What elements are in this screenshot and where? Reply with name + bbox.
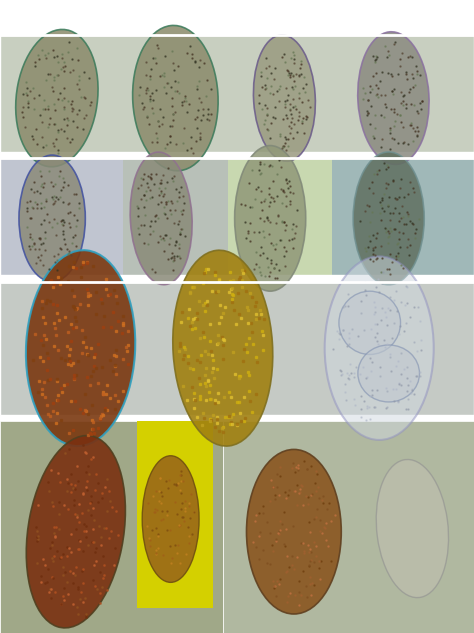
Ellipse shape: [325, 256, 434, 440]
Ellipse shape: [19, 155, 85, 282]
FancyBboxPatch shape: [0, 35, 474, 152]
FancyBboxPatch shape: [0, 282, 474, 415]
Ellipse shape: [26, 250, 135, 446]
Ellipse shape: [358, 345, 419, 402]
FancyBboxPatch shape: [123, 158, 228, 275]
Ellipse shape: [26, 436, 126, 628]
Ellipse shape: [246, 449, 341, 614]
FancyBboxPatch shape: [0, 421, 223, 633]
Ellipse shape: [339, 291, 401, 354]
Ellipse shape: [16, 29, 98, 167]
Ellipse shape: [173, 250, 273, 446]
Ellipse shape: [130, 152, 192, 285]
FancyBboxPatch shape: [223, 421, 474, 633]
FancyBboxPatch shape: [228, 158, 332, 275]
Ellipse shape: [358, 32, 429, 165]
Ellipse shape: [142, 456, 199, 582]
FancyBboxPatch shape: [137, 421, 213, 608]
Ellipse shape: [376, 460, 448, 598]
Ellipse shape: [133, 25, 218, 171]
Ellipse shape: [254, 35, 315, 161]
FancyBboxPatch shape: [0, 158, 123, 275]
Ellipse shape: [235, 146, 306, 291]
FancyBboxPatch shape: [332, 158, 474, 275]
Ellipse shape: [353, 152, 424, 285]
